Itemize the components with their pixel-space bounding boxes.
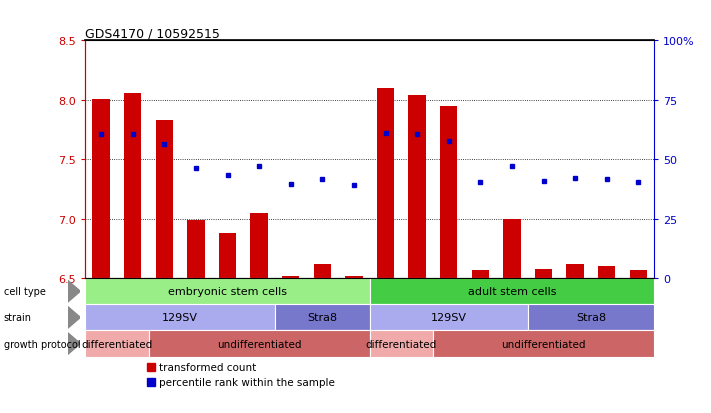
Bar	[598, 267, 616, 278]
Text: transformed count: transformed count	[159, 362, 257, 372]
Bar	[503, 219, 520, 278]
Text: embryonic stem cells: embryonic stem cells	[168, 287, 287, 297]
Bar	[187, 221, 205, 278]
Polygon shape	[68, 333, 80, 355]
Bar	[92, 100, 109, 278]
Bar	[567, 264, 584, 278]
Bar	[346, 276, 363, 278]
Text: growth protocol: growth protocol	[4, 339, 80, 349]
Bar	[471, 270, 489, 278]
Bar	[275, 304, 370, 331]
Bar	[124, 93, 141, 278]
Text: Stra8: Stra8	[307, 313, 338, 323]
Text: Stra8: Stra8	[576, 313, 606, 323]
Text: percentile rank within the sample: percentile rank within the sample	[159, 377, 335, 387]
Bar	[528, 304, 654, 331]
Text: undifferentiated: undifferentiated	[217, 339, 301, 349]
Text: strain: strain	[4, 313, 31, 323]
Bar	[85, 304, 275, 331]
Bar	[282, 276, 299, 278]
Text: 129SV: 129SV	[431, 313, 466, 323]
Bar	[377, 89, 394, 278]
Bar	[630, 270, 647, 278]
Bar	[408, 96, 426, 278]
Bar	[370, 278, 654, 304]
Polygon shape	[68, 280, 80, 303]
Bar	[219, 233, 236, 278]
Bar	[370, 304, 528, 331]
Bar	[535, 269, 552, 278]
Bar	[85, 278, 370, 304]
Text: 129SV: 129SV	[162, 313, 198, 323]
Text: differentiated: differentiated	[365, 339, 437, 349]
Bar	[440, 107, 457, 278]
Text: GDS4170 / 10592515: GDS4170 / 10592515	[85, 27, 220, 40]
Bar	[314, 264, 331, 278]
Bar	[149, 331, 370, 357]
Text: undifferentiated: undifferentiated	[501, 339, 586, 349]
Polygon shape	[68, 306, 80, 329]
Bar	[85, 331, 149, 357]
Text: cell type: cell type	[4, 287, 46, 297]
Bar	[156, 121, 173, 278]
Text: adult stem cells: adult stem cells	[468, 287, 556, 297]
Bar	[433, 331, 654, 357]
Bar	[370, 331, 433, 357]
Bar	[250, 213, 268, 278]
Text: differentiated: differentiated	[81, 339, 153, 349]
